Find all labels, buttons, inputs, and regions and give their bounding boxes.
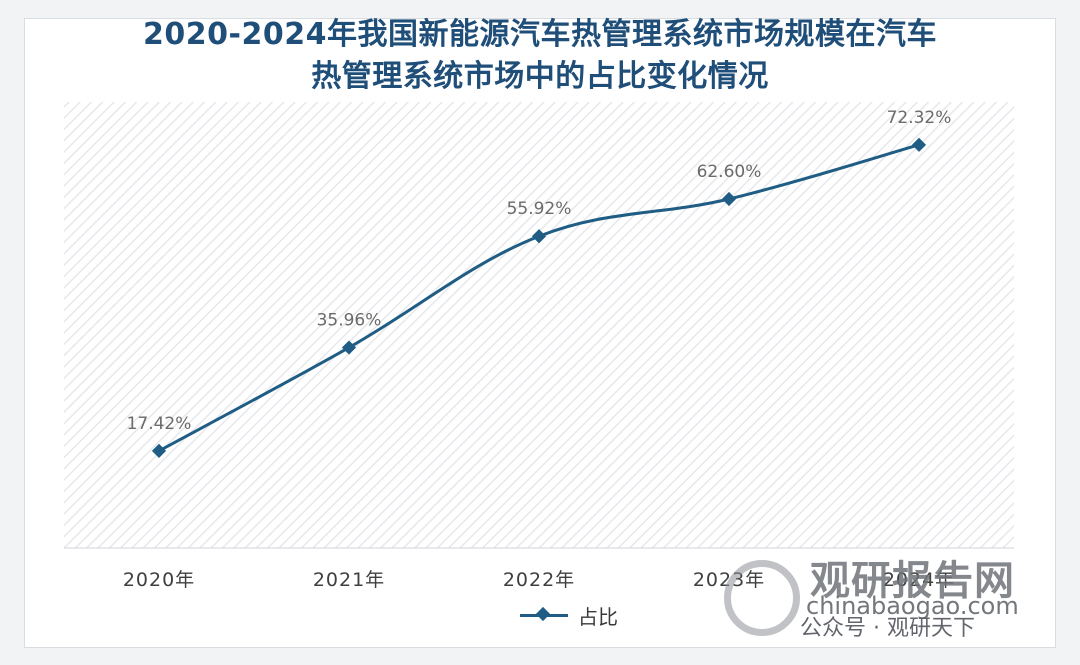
data-label-0: 17.42% xyxy=(127,414,192,434)
chart-title: 2020-2024年我国新能源汽车热管理系统市场规模在汽车 热管理系统市场中的占… xyxy=(0,14,1080,98)
x-tick-label-0: 2020年 xyxy=(123,569,195,591)
legend-swatch-icon xyxy=(520,605,568,625)
data-label-2: 55.92% xyxy=(507,199,572,219)
x-tick-label-1: 2021年 xyxy=(313,569,385,591)
chart-title-line2: 热管理系统市场中的占比变化情况 xyxy=(311,59,769,94)
data-point-0 xyxy=(151,443,167,458)
data-point-2 xyxy=(531,229,547,244)
chart-legend: 占比 xyxy=(520,600,618,630)
data-point-1 xyxy=(341,340,357,355)
legend-label: 占比 xyxy=(578,604,618,629)
x-tick-label-2: 2022年 xyxy=(503,569,575,591)
plot-area xyxy=(64,102,1014,548)
data-label-1: 35.96% xyxy=(317,311,382,331)
data-point-3 xyxy=(721,191,737,207)
chart-title-line1: 2020-2024年我国新能源汽车热管理系统市场规模在汽车 xyxy=(143,17,937,52)
watermark-corner-logo-icon xyxy=(724,560,800,636)
data-point-4 xyxy=(911,137,927,152)
data-label-4: 72.32% xyxy=(887,108,952,128)
data-label-3: 62.60% xyxy=(697,162,762,182)
x-tick-label-4: 2024年 xyxy=(883,569,955,591)
